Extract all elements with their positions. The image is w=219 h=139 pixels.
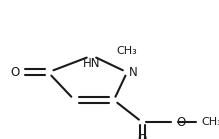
- Text: CH₃: CH₃: [117, 46, 137, 56]
- Text: O: O: [176, 116, 185, 129]
- Text: CH₃: CH₃: [201, 117, 219, 127]
- Text: O: O: [11, 66, 20, 79]
- Text: N: N: [129, 66, 138, 79]
- Text: HN: HN: [83, 57, 101, 70]
- Text: O: O: [138, 133, 147, 139]
